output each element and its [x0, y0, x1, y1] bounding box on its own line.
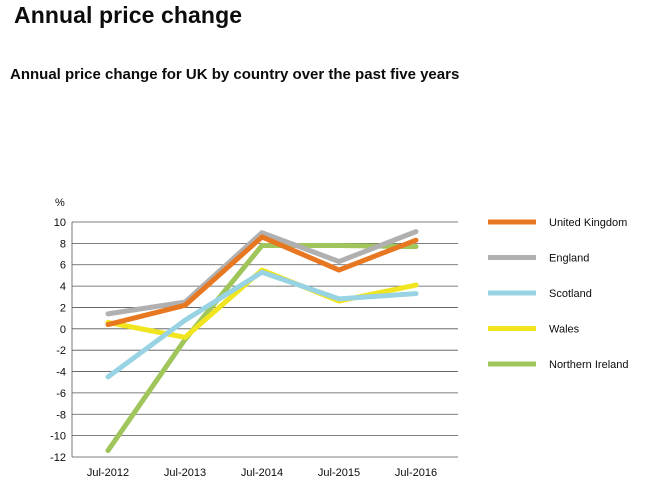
legend-label: Scotland — [549, 288, 592, 300]
series-line-wales — [105, 267, 419, 340]
chart-series-lines — [105, 229, 419, 454]
series-line-northern-ireland — [105, 243, 419, 454]
y-tick-label: 6 — [60, 260, 66, 272]
x-tick-label: Jul-2015 — [318, 467, 360, 479]
y-tick-label: 4 — [60, 281, 66, 293]
y-tick-label: 10 — [54, 217, 66, 229]
page-title: Annual price change — [14, 2, 243, 28]
chart-legend: United Kingdom England Scotland Wales Northe… — [488, 217, 629, 371]
y-tick-label: -10 — [50, 431, 66, 443]
x-tick-label: Jul-2014 — [241, 467, 283, 479]
y-tick-label: 2 — [60, 302, 66, 314]
y-tick-label: -4 — [56, 367, 66, 379]
y-axis-ticks: 10 8 6 4 2 0 -2 -4 -6 -8 -10 -12 — [50, 217, 66, 464]
y-tick-label: 0 — [60, 324, 66, 336]
y-tick-label: 8 — [60, 238, 66, 250]
x-tick-label: Jul-2012 — [87, 467, 129, 479]
y-axis-unit-label: % — [55, 197, 65, 209]
legend-label: Northern Ireland — [549, 359, 629, 371]
legend-label: England — [549, 253, 589, 265]
x-tick-label: Jul-2013 — [164, 467, 206, 479]
y-tick-label: -8 — [56, 409, 66, 421]
x-axis-ticks: Jul-2012 Jul-2013 Jul-2014 Jul-2015 Jul-2016 — [87, 467, 437, 479]
y-tick-label: -12 — [50, 452, 66, 464]
chart-gridlines — [71, 221, 458, 458]
legend-label: Wales — [549, 324, 580, 336]
x-tick-label: Jul-2016 — [395, 467, 437, 479]
series-line-scotland — [105, 269, 419, 380]
y-tick-label: -6 — [56, 388, 66, 400]
chart-title: Annual price change for UK by country ov… — [10, 66, 460, 83]
legend-label: United Kingdom — [549, 217, 627, 229]
y-tick-label: -2 — [56, 345, 66, 357]
